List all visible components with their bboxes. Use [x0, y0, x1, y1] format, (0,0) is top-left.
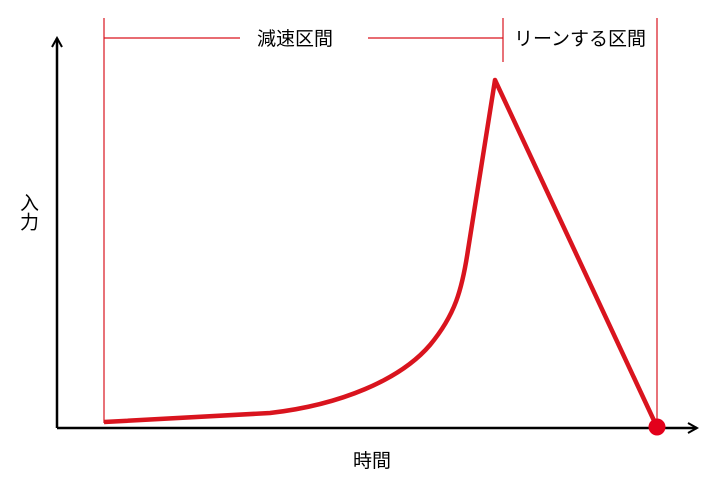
input-curve: [103, 77, 660, 428]
section-label: 減速区間: [257, 28, 333, 50]
x-axis-label: 時間: [353, 450, 391, 472]
y-axis-label: 入力: [17, 193, 39, 231]
section-label: リーンする区間: [514, 28, 646, 50]
end-point: [648, 418, 666, 436]
